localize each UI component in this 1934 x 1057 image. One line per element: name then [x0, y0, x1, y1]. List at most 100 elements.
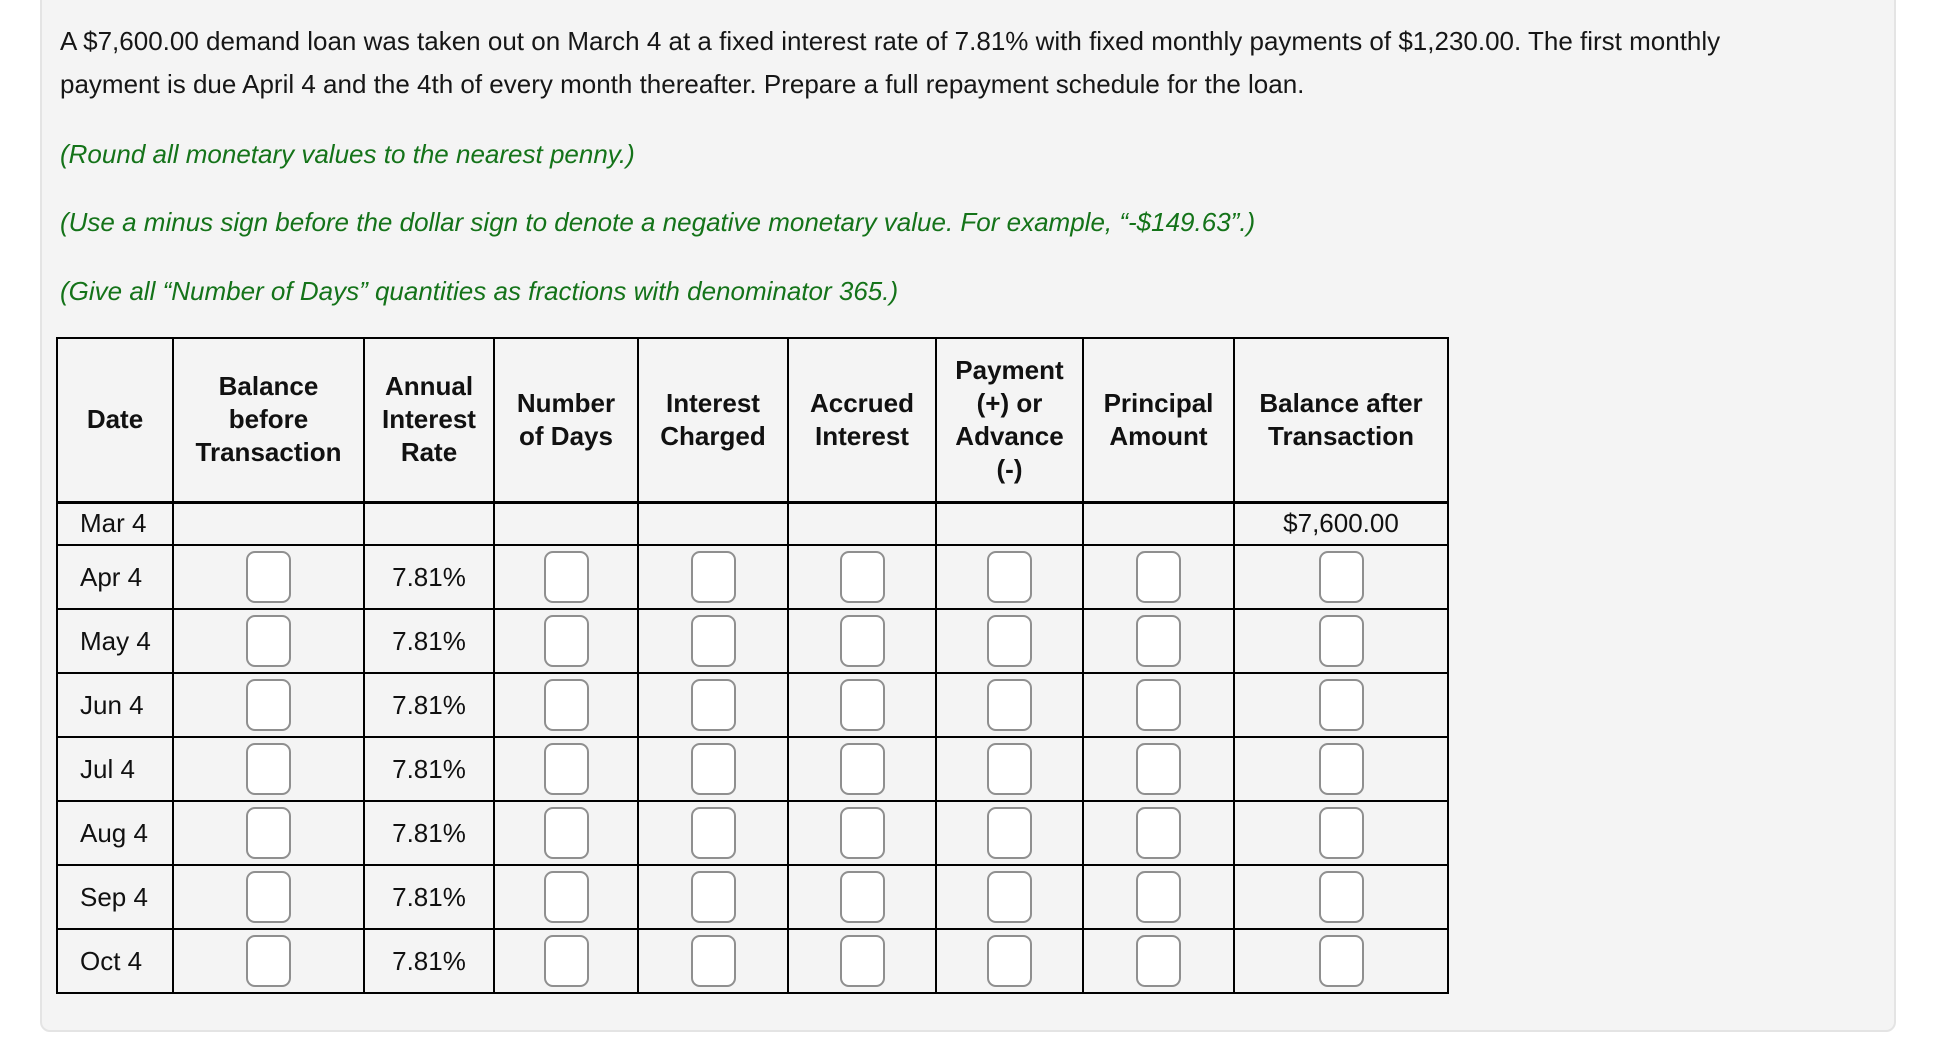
input-interest-charged[interactable]: [690, 551, 736, 603]
input-interest-charged[interactable]: [690, 679, 736, 731]
input-interest-charged[interactable]: [690, 615, 736, 667]
interest-charged-cell: [637, 544, 789, 610]
input-accrued-interest[interactable]: [839, 871, 885, 923]
input-balance-before[interactable]: [246, 551, 291, 603]
input-balance-before[interactable]: [246, 807, 291, 859]
input-balance-after[interactable]: [1318, 871, 1364, 923]
input-balance-before[interactable]: [246, 679, 291, 731]
principal-amount-cell: [1082, 544, 1235, 610]
input-balance-before[interactable]: [246, 615, 291, 667]
interest-charged-cell: [637, 864, 789, 930]
balance-before-cell: [172, 928, 365, 994]
table-row: May 4 7.81%: [56, 608, 1449, 674]
column-header-principal-amount: Principal Amount: [1082, 337, 1235, 504]
principal-amount-cell: [1082, 928, 1235, 994]
input-balance-before[interactable]: [246, 871, 291, 923]
date-label: Mar 4: [56, 501, 174, 546]
input-number-of-days[interactable]: [543, 871, 589, 923]
annual-rate-value: 7.81%: [363, 736, 495, 802]
payment-advance-cell: [935, 544, 1084, 610]
payment-advance-cell: [935, 672, 1084, 738]
input-number-of-days[interactable]: [543, 743, 589, 795]
input-balance-before[interactable]: [246, 743, 291, 795]
date-label: Jul 4: [56, 736, 174, 802]
problem-statement: A $7,600.00 demand loan was taken out on…: [60, 20, 1900, 106]
balance-before-cell: [172, 736, 365, 802]
balance-after-cell: [1233, 736, 1449, 802]
input-accrued-interest[interactable]: [839, 679, 885, 731]
input-accrued-interest[interactable]: [839, 551, 885, 603]
input-balance-after[interactable]: [1318, 615, 1364, 667]
input-balance-after[interactable]: [1318, 935, 1364, 987]
annual-rate-value: 7.81%: [363, 544, 495, 610]
input-payment-advance[interactable]: [987, 551, 1032, 603]
payment-advance-cell: [935, 800, 1084, 866]
input-payment-advance[interactable]: [987, 935, 1032, 987]
input-principal-amount[interactable]: [1136, 679, 1181, 731]
input-accrued-interest[interactable]: [839, 743, 885, 795]
input-accrued-interest[interactable]: [839, 615, 885, 667]
input-balance-after[interactable]: [1318, 679, 1364, 731]
input-number-of-days[interactable]: [543, 615, 589, 667]
cell-empty: [935, 501, 1084, 546]
number-of-days-cell: [493, 736, 639, 802]
number-of-days-cell: [493, 864, 639, 930]
input-accrued-interest[interactable]: [839, 807, 885, 859]
input-number-of-days[interactable]: [543, 679, 589, 731]
input-principal-amount[interactable]: [1136, 615, 1181, 667]
number-of-days-cell: [493, 672, 639, 738]
input-principal-amount[interactable]: [1136, 871, 1181, 923]
column-header-date: Date: [56, 337, 174, 504]
input-number-of-days[interactable]: [543, 807, 589, 859]
input-balance-after[interactable]: [1318, 551, 1364, 603]
input-principal-amount[interactable]: [1136, 935, 1181, 987]
input-interest-charged[interactable]: [690, 743, 736, 795]
number-of-days-cell: [493, 800, 639, 866]
instruction-days-fraction: (Give all “Number of Days” quantities as…: [60, 276, 899, 306]
input-payment-advance[interactable]: [987, 871, 1032, 923]
annual-rate-value: 7.81%: [363, 608, 495, 674]
cell-empty: [637, 501, 789, 546]
input-interest-charged[interactable]: [690, 935, 736, 987]
instruction-round-penny: (Round all monetary values to the neares…: [60, 139, 635, 169]
input-number-of-days[interactable]: [543, 551, 589, 603]
input-payment-advance[interactable]: [987, 615, 1032, 667]
principal-amount-cell: [1082, 800, 1235, 866]
interest-charged-cell: [637, 672, 789, 738]
input-payment-advance[interactable]: [987, 807, 1032, 859]
interest-charged-cell: [637, 800, 789, 866]
payment-advance-cell: [935, 736, 1084, 802]
annual-rate-value: 7.81%: [363, 864, 495, 930]
cell-empty: [787, 501, 937, 546]
accrued-interest-cell: [787, 736, 937, 802]
table-row: Jul 4 7.81%: [56, 736, 1449, 802]
input-balance-after[interactable]: [1318, 807, 1364, 859]
balance-before-cell: [172, 672, 365, 738]
input-principal-amount[interactable]: [1136, 743, 1181, 795]
input-payment-advance[interactable]: [987, 679, 1032, 731]
interest-charged-cell: [637, 928, 789, 994]
date-label: Aug 4: [56, 800, 174, 866]
cell-empty: [493, 501, 639, 546]
input-interest-charged[interactable]: [690, 871, 736, 923]
balance-after-cell: [1233, 544, 1449, 610]
table-row: Aug 4 7.81%: [56, 800, 1449, 866]
annual-rate-value: 7.81%: [363, 672, 495, 738]
table-row: Sep 4 7.81%: [56, 864, 1449, 930]
problem-statement-line2: payment is due April 4 and the 4th of ev…: [60, 69, 1305, 99]
table-row-initial: Mar 4 $7,600.00: [56, 501, 1449, 546]
input-balance-after[interactable]: [1318, 743, 1364, 795]
table-row: Apr 4 7.81%: [56, 544, 1449, 610]
input-principal-amount[interactable]: [1136, 551, 1181, 603]
input-balance-before[interactable]: [246, 935, 291, 987]
input-payment-advance[interactable]: [987, 743, 1032, 795]
input-number-of-days[interactable]: [543, 935, 589, 987]
payment-advance-cell: [935, 928, 1084, 994]
date-label: May 4: [56, 608, 174, 674]
repayment-schedule-table: Date Balance before Transaction Annual Int…: [56, 337, 1449, 994]
principal-amount-cell: [1082, 864, 1235, 930]
input-accrued-interest[interactable]: [839, 935, 885, 987]
cell-empty: [1082, 501, 1235, 546]
input-interest-charged[interactable]: [690, 807, 736, 859]
input-principal-amount[interactable]: [1136, 807, 1181, 859]
